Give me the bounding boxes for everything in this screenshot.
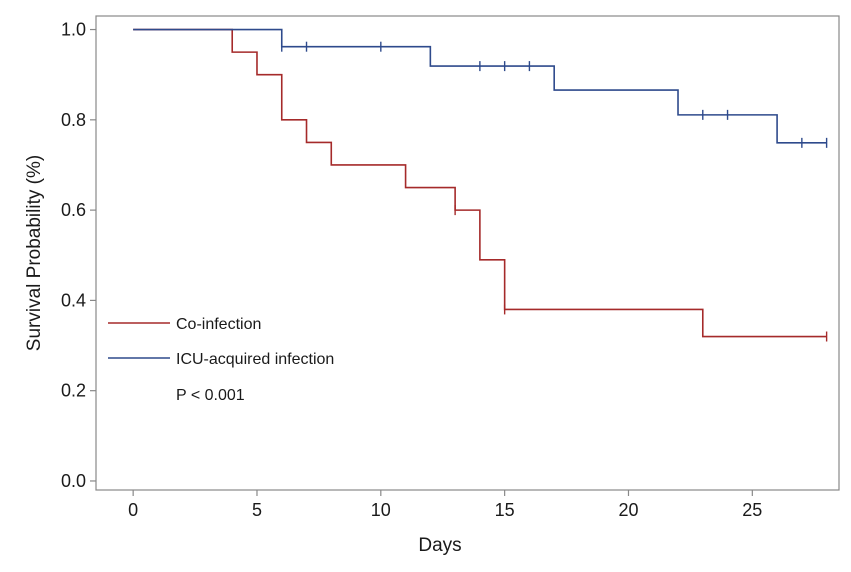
x-tick-label: 10 bbox=[371, 500, 391, 520]
plot-frame bbox=[95, 15, 840, 491]
legend: Co-infection ICU-acquired infection P < … bbox=[108, 316, 334, 404]
y-tick-label: 0.4 bbox=[61, 290, 86, 310]
y-tick-label: 0.8 bbox=[61, 110, 86, 130]
y-tick-label: 0.2 bbox=[61, 381, 86, 401]
series-icu-acquired-infection bbox=[133, 28, 828, 148]
x-tick-label: 5 bbox=[252, 500, 262, 520]
p-value-annotation: P < 0.001 bbox=[176, 387, 245, 404]
legend-label-icu-acquired-infection: ICU-acquired infection bbox=[176, 351, 334, 368]
series-layer bbox=[133, 28, 828, 342]
y-axis-title: Survival Probability (%) bbox=[24, 155, 45, 351]
y-tick-label: 1.0 bbox=[61, 20, 86, 40]
y-tick-label: 0.6 bbox=[61, 200, 86, 220]
survival-curve-icu-acquired-infection bbox=[133, 28, 827, 144]
x-tick-label: 20 bbox=[618, 500, 638, 520]
y-tick-label: 0.0 bbox=[61, 471, 86, 491]
y-axis: 0.0 0.2 0.4 0.6 0.8 1.0 bbox=[61, 20, 96, 491]
series-co-infection bbox=[133, 28, 828, 342]
x-axis-title: Days bbox=[418, 535, 461, 556]
x-tick-label: 15 bbox=[495, 500, 515, 520]
x-tick-label: 25 bbox=[742, 500, 762, 520]
legend-label-co-infection: Co-infection bbox=[176, 316, 261, 333]
x-axis: 0 5 10 15 20 25 bbox=[128, 490, 762, 520]
survival-curve-co-infection bbox=[133, 28, 827, 338]
x-tick-label: 0 bbox=[128, 500, 138, 520]
